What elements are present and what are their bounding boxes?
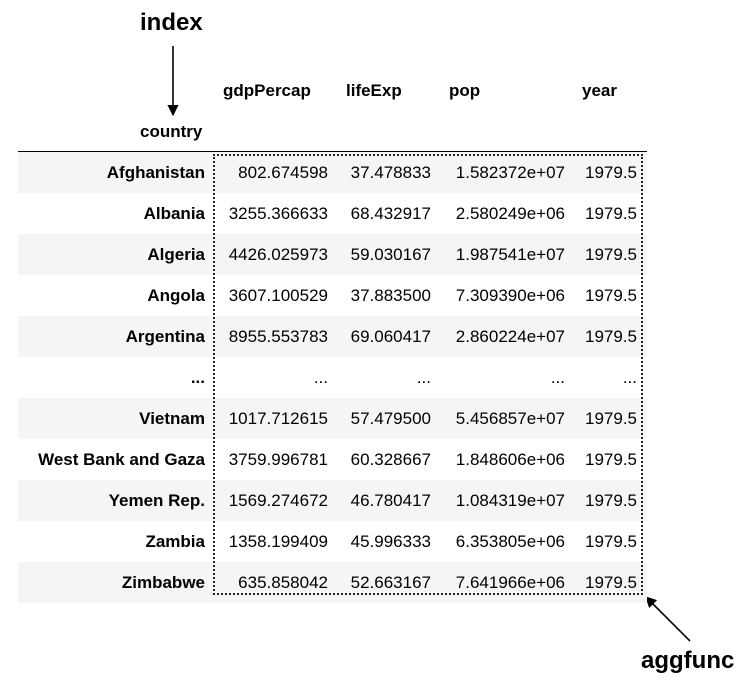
cell-year: 1979.5	[585, 409, 637, 428]
table-row: West Bank and Gaza 3759.996781 60.328667…	[18, 439, 647, 480]
table-row: Afghanistan 802.674598 37.478833 1.58237…	[18, 152, 647, 193]
cell-pop: 7.309390e+06	[455, 286, 565, 305]
cell-year: 1979.5	[585, 573, 637, 592]
table-row: Zimbabwe 635.858042 52.663167 7.641966e+…	[18, 562, 647, 603]
row-index-label: Argentina	[125, 327, 205, 346]
cell-lifeexp: 59.030167	[350, 245, 431, 264]
cell-pop: 7.641966e+06	[455, 573, 565, 592]
aggfunc-values-highlight	[213, 154, 643, 595]
cell-gdppercap: 1358.199409	[228, 532, 328, 551]
table-row: Yemen Rep. 1569.274672 46.780417 1.08431…	[18, 480, 647, 521]
cell-pop: 1.582372e+07	[455, 163, 565, 182]
cell-year: ...	[622, 368, 637, 387]
cell-year: 1979.5	[585, 491, 637, 510]
column-header-pop: pop	[449, 81, 481, 100]
cell-pop: ...	[550, 368, 565, 387]
cell-gdppercap: 635.858042	[238, 573, 328, 592]
cell-year: 1979.5	[585, 245, 637, 264]
column-header-year: year	[582, 81, 617, 100]
cell-year: 1979.5	[585, 327, 637, 346]
cell-pop: 1.084319e+07	[455, 491, 565, 510]
cell-lifeexp: 52.663167	[350, 573, 431, 592]
table-row: Algeria 4426.025973 59.030167 1.987541e+…	[18, 234, 647, 275]
cell-gdppercap: 3255.366633	[228, 204, 328, 223]
cell-lifeexp: 37.883500	[350, 286, 431, 305]
row-index-label: Zimbabwe	[121, 573, 205, 592]
table-row: Zambia 1358.199409 45.996333 6.353805e+0…	[18, 521, 647, 562]
row-index-label: Vietnam	[139, 409, 205, 428]
cell-year: 1979.5	[585, 286, 637, 305]
cell-lifeexp: 57.479500	[350, 409, 431, 428]
cell-gdppercap: 3607.100529	[228, 286, 328, 305]
row-index-label: Albania	[143, 204, 205, 223]
table-row: Argentina 8955.553783 69.060417 2.860224…	[18, 316, 647, 357]
cell-gdppercap: ...	[313, 368, 328, 387]
cell-year: 1979.5	[585, 450, 637, 469]
cell-lifeexp: 60.328667	[350, 450, 431, 469]
cell-gdppercap: 4426.025973	[228, 245, 328, 264]
cell-pop: 1.987541e+07	[455, 245, 565, 264]
cell-gdppercap: 8955.553783	[228, 327, 328, 346]
index-annotation: index	[140, 9, 203, 36]
cell-lifeexp: 37.478833	[350, 163, 431, 182]
cell-year: 1979.5	[585, 204, 637, 223]
table-row: Albania 3255.366633 68.432917 2.580249e+…	[18, 193, 647, 234]
row-index-label: Yemen Rep.	[108, 491, 205, 510]
cell-gdppercap: 802.674598	[238, 163, 328, 182]
cell-lifeexp: ...	[416, 368, 431, 387]
cell-pop: 5.456857e+07	[455, 409, 565, 428]
row-index-label: Angola	[147, 286, 205, 305]
row-index-label: Zambia	[145, 532, 205, 551]
row-index-label: West Bank and Gaza	[38, 450, 205, 469]
cell-year: 1979.5	[585, 532, 637, 551]
cell-lifeexp: 69.060417	[350, 327, 431, 346]
index-name-header: country	[140, 122, 203, 141]
table-row: Angola 3607.100529 37.883500 7.309390e+0…	[18, 275, 647, 316]
cell-lifeexp: 68.432917	[350, 204, 431, 223]
cell-pop: 2.860224e+07	[455, 327, 565, 346]
column-header-gdppercap: gdpPercap	[223, 81, 311, 100]
cell-pop: 2.580249e+06	[455, 204, 565, 223]
cell-gdppercap: 1017.712615	[228, 409, 328, 428]
row-index-label: Algeria	[147, 245, 205, 264]
aggfunc-arrow	[645, 596, 691, 642]
table-row-ellipsis: ... ... ... ... ...	[18, 357, 647, 398]
cell-pop: 6.353805e+06	[455, 532, 565, 551]
table-row: Vietnam 1017.712615 57.479500 5.456857e+…	[18, 398, 647, 439]
cell-gdppercap: 3759.996781	[228, 450, 328, 469]
cell-gdppercap: 1569.274672	[228, 491, 328, 510]
header-rule	[18, 151, 647, 152]
aggfunc-annotation: aggfunc	[641, 647, 735, 674]
row-index-label: ...	[190, 368, 205, 387]
cell-year: 1979.5	[585, 163, 637, 182]
cell-lifeexp: 46.780417	[350, 491, 431, 510]
row-index-label: Afghanistan	[106, 163, 205, 182]
cell-pop: 1.848606e+06	[455, 450, 565, 469]
data-table: Afghanistan 802.674598 37.478833 1.58237…	[18, 152, 647, 603]
cell-lifeexp: 45.996333	[350, 532, 431, 551]
column-header-lifeexp: lifeExp	[346, 81, 402, 100]
